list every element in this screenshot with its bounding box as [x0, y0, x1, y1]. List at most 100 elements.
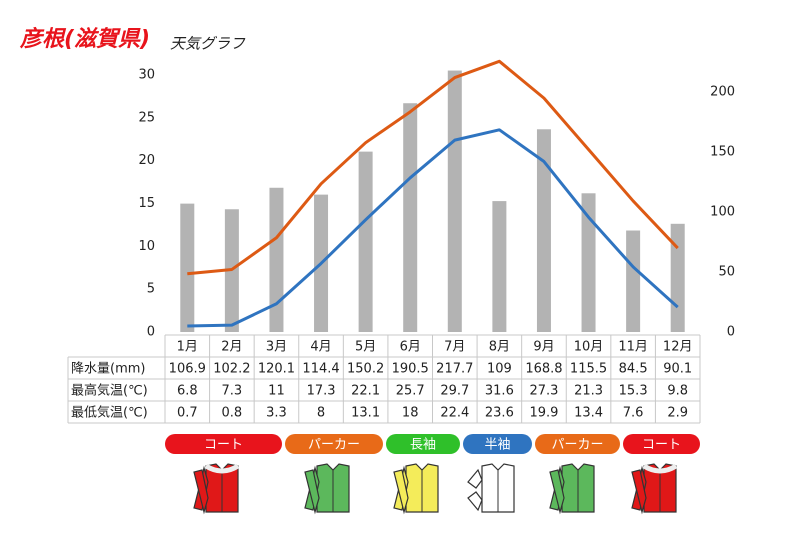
cell-value: 7.3 — [222, 384, 243, 399]
y2-tick-label: 50 — [718, 264, 735, 279]
cell-value: 27.3 — [529, 384, 558, 399]
cell-value: 7.6 — [623, 406, 644, 421]
cell-value: 2.9 — [667, 406, 688, 421]
x-tick-label: 2月 — [221, 340, 242, 355]
y2-tick-label: 0 — [727, 325, 735, 340]
cell-value: 115.5 — [570, 362, 607, 377]
y2-tick-label: 100 — [710, 204, 735, 219]
line — [187, 128, 679, 328]
clothing-pill — [463, 434, 532, 454]
clothing-pill — [386, 434, 460, 454]
bar — [358, 151, 373, 332]
x-tick-label: 9月 — [533, 340, 554, 355]
x-tick-label: 7月 — [444, 340, 465, 355]
cell-value: 6.8 — [177, 384, 198, 399]
x-tick-label: 5月 — [355, 340, 376, 355]
y2-tick-label: 200 — [710, 84, 735, 99]
cell-value: 11 — [268, 384, 285, 399]
x-tick-label: 1月 — [177, 340, 198, 355]
cell-value: 0.8 — [222, 406, 243, 421]
cell-value: 13.1 — [351, 406, 380, 421]
clothing-icon — [193, 463, 240, 515]
chart-subtitle: 天気グラフ — [170, 35, 246, 53]
cell-value: 217.7 — [436, 362, 473, 377]
clothing-icon — [304, 463, 350, 515]
cell-value: 90.1 — [663, 362, 692, 377]
clothing-label: コート — [204, 438, 243, 453]
bar — [670, 223, 685, 332]
cell-value: 23.6 — [485, 406, 514, 421]
cell-value: 29.7 — [440, 384, 469, 399]
icon-fur — [204, 463, 240, 474]
clothing-icon — [631, 463, 678, 515]
icon-sleeve — [467, 491, 483, 512]
cell-value: 18 — [402, 406, 419, 421]
cell-value: 120.1 — [258, 362, 295, 377]
cell-value: 31.6 — [485, 384, 514, 399]
cell-value: 190.5 — [392, 362, 429, 377]
icon-sleeve — [467, 468, 483, 489]
x-tick-label: 8月 — [489, 340, 510, 355]
x-tick-label: 6月 — [400, 340, 421, 355]
y-tick-label: 20 — [138, 153, 155, 168]
bar — [581, 193, 596, 332]
row-label: 最低気温(℃) — [71, 405, 148, 421]
cell-value: 0.7 — [177, 406, 198, 421]
x-tick-label: 10月 — [574, 340, 604, 355]
clothing-label: コート — [642, 438, 681, 453]
icon-sleeve — [631, 469, 647, 515]
clothing-icon — [549, 463, 595, 515]
bar — [403, 103, 418, 333]
cell-value: 114.4 — [302, 362, 339, 377]
x-tick-label: 4月 — [310, 340, 331, 355]
icon-sleeve — [549, 469, 565, 515]
bar — [269, 187, 284, 332]
icon-sleeve — [193, 469, 209, 515]
cell-value: 3.3 — [266, 406, 287, 421]
cell-value: 109 — [487, 362, 512, 377]
clothing-icon — [467, 463, 515, 513]
bar — [536, 129, 551, 332]
cell-value: 19.9 — [529, 406, 558, 421]
bar — [626, 230, 641, 332]
clothing-label: パーカー — [551, 438, 603, 453]
chart-title: 彦根(滋賀県) — [19, 26, 150, 52]
y2-tick-label: 150 — [710, 144, 735, 159]
cell-value: 21.3 — [574, 384, 603, 399]
y-tick-label: 30 — [138, 68, 155, 83]
clothing-pill — [535, 434, 620, 454]
cell-value: 25.7 — [396, 384, 425, 399]
cell-value: 168.8 — [525, 362, 562, 377]
bar — [447, 70, 462, 332]
icon-sleeve — [304, 469, 320, 515]
cell-value: 22.4 — [440, 406, 469, 421]
cell-value: 9.8 — [667, 384, 688, 399]
cell-value: 13.4 — [574, 406, 603, 421]
bar — [492, 201, 507, 332]
clothing-label: パーカー — [308, 438, 360, 453]
y-tick-label: 0 — [147, 325, 155, 340]
clothing-label: 長袖 — [410, 438, 436, 453]
cell-value: 15.3 — [619, 384, 648, 399]
clothing-pill — [165, 434, 282, 454]
cell-value: 8 — [317, 406, 325, 421]
cell-value: 106.9 — [169, 362, 206, 377]
x-tick-label: 11月 — [618, 340, 648, 355]
clothing-pill — [623, 434, 700, 454]
clothing-pill — [285, 434, 383, 454]
x-tick-label: 3月 — [266, 340, 287, 355]
clothing-icon — [393, 463, 439, 515]
cell-value: 102.2 — [213, 362, 250, 377]
cell-value: 22.1 — [351, 384, 380, 399]
y-tick-label: 10 — [138, 239, 155, 254]
clothing-label: 半袖 — [484, 438, 510, 453]
bar — [180, 203, 195, 332]
y-tick-label: 15 — [138, 196, 155, 211]
icon-fur — [642, 463, 678, 474]
cell-value: 17.3 — [307, 384, 336, 399]
row-label: 降水量(mm) — [71, 362, 145, 377]
x-tick-label: 12月 — [663, 340, 693, 355]
row-label: 最高気温(℃) — [71, 383, 148, 399]
icon-sleeve — [393, 469, 409, 515]
